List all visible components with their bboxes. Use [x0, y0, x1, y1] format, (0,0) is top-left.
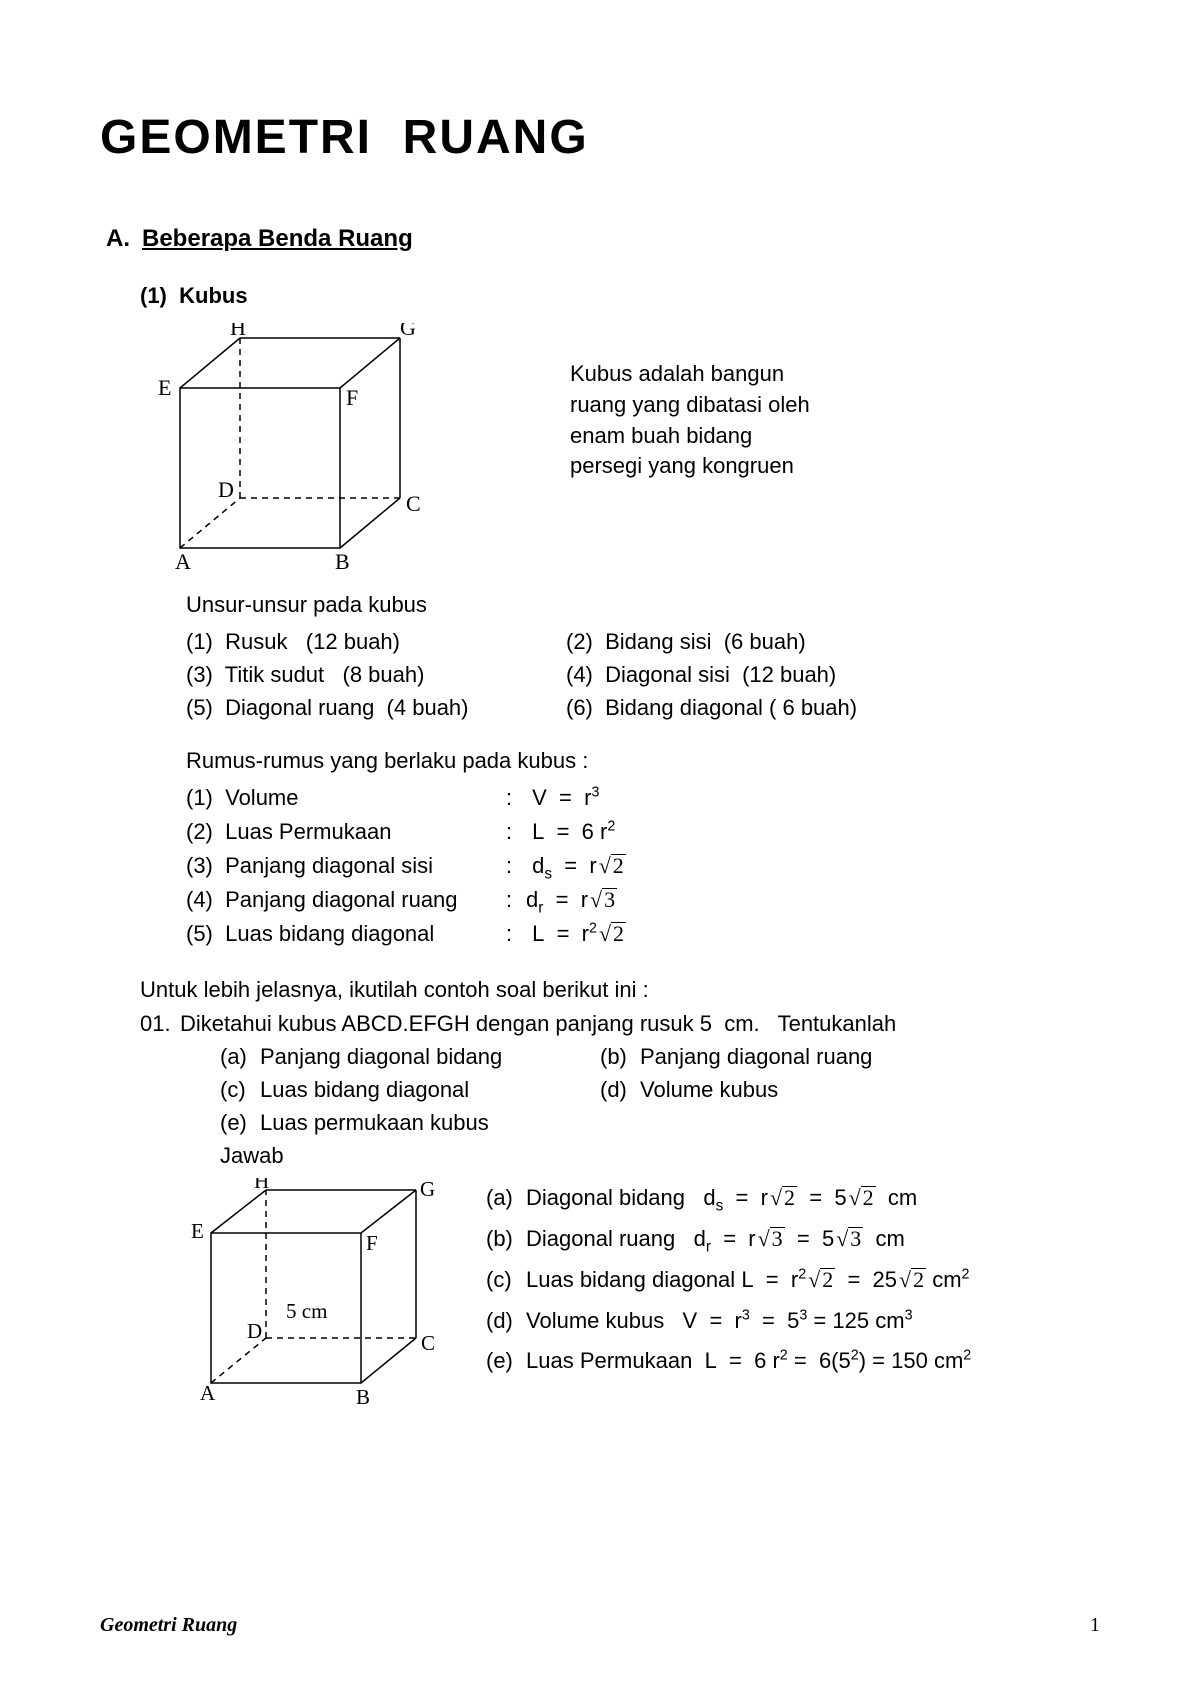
unsur-item: (5) Diagonal ruang (4 buah)	[186, 691, 566, 724]
rumus-row: (5) Luas bidang diagonal : L = r22	[186, 917, 1100, 951]
vertex-c: C	[421, 1331, 435, 1355]
vertex-a: A	[175, 549, 191, 573]
vertex-b: B	[356, 1385, 370, 1408]
cube-description: Kubus adalah bangun ruang yang dibatasi …	[460, 323, 820, 482]
answer-block: A B C D E F G H 5 cm (a) Diagonal bidang…	[176, 1178, 1100, 1413]
rumus-row: (4) Panjang diagonal ruang : dr = r3	[186, 883, 1100, 917]
unsur-title: Unsur-unsur pada kubus	[186, 588, 1100, 621]
vertex-g: G	[420, 1178, 435, 1201]
vertex-d: D	[247, 1319, 262, 1343]
cube-block: A B C D E F G H Kubus adalah bangun ruan…	[140, 323, 1100, 578]
answer-list: (a) Diagonal bidang ds = r2 = 52 cm (b) …	[486, 1178, 971, 1381]
rumus-label: (2) Luas Permukaan	[186, 815, 506, 849]
vertex-e: E	[191, 1219, 204, 1243]
page-title: GEOMETRI RUANG	[100, 110, 1100, 165]
vertex-b: B	[335, 549, 350, 573]
problem-text: Diketahui kubus ABCD.EFGH dengan panjang…	[180, 1011, 896, 1036]
vertex-c: C	[406, 491, 421, 516]
vertex-a: A	[200, 1381, 216, 1405]
vertex-h: H	[230, 323, 246, 340]
subsection-heading: (1) Kubus	[140, 283, 1100, 309]
rumus-label: (4) Panjang diagonal ruang	[186, 883, 506, 917]
vertex-f: F	[346, 385, 358, 410]
rumus-formula: dr = r3	[526, 883, 617, 917]
unsur-list: (1) Rusuk (12 buah) (2) Bidang sisi (6 b…	[186, 625, 1100, 724]
rumus-row: (3) Panjang diagonal sisi : ds = r2	[186, 849, 1100, 883]
rumus-label: (5) Luas bidang diagonal	[186, 917, 506, 951]
rumus-formula: L = r22	[526, 917, 626, 951]
vertex-f: F	[366, 1231, 378, 1255]
answer-d: (d) Volume kubus V = r3 = 53 = 125 cm3	[486, 1301, 971, 1342]
problem-01: 01.Diketahui kubus ABCD.EFGH dengan panj…	[140, 1007, 1100, 1172]
footer-page-number: 1	[1090, 1614, 1100, 1637]
problem-sub: (c)Luas bidang diagonal	[220, 1073, 600, 1106]
unsur-item: (4) Diagonal sisi (12 buah)	[566, 658, 1100, 691]
section-label: A.	[106, 225, 130, 253]
unsur-item: (1) Rusuk (12 buah)	[186, 625, 566, 658]
answer-e: (e) Luas Permukaan L = 6 r2 = 6(52) = 15…	[486, 1341, 971, 1382]
page-footer: Geometri Ruang 1	[100, 1614, 1100, 1637]
answer-cube-diagram: A B C D E F G H 5 cm	[176, 1178, 486, 1413]
cube-diagram: A B C D E F G H	[140, 323, 460, 578]
unsur-item: (2) Bidang sisi (6 buah)	[566, 625, 1100, 658]
rumus-row: (1) Volume : V = r3	[186, 781, 1100, 815]
rumus-label: (1) Volume	[186, 781, 506, 815]
rumus-row: (2) Luas Permukaan : L = 6 r2	[186, 815, 1100, 849]
rumus-formula: V = r3	[526, 781, 599, 815]
unsur-item: (6) Bidang diagonal ( 6 buah)	[566, 691, 1100, 724]
vertex-e: E	[158, 375, 171, 400]
lead-text: Untuk lebih jelasnya, ikutilah contoh so…	[140, 977, 1100, 1003]
problem-number: 01.	[140, 1007, 180, 1040]
rumus-formula: ds = r2	[526, 849, 626, 883]
answer-b: (b) Diagonal ruang dr = r3 = 53 cm	[486, 1219, 971, 1260]
answer-a: (a) Diagonal bidang ds = r2 = 52 cm	[486, 1178, 971, 1219]
unsur-item: (3) Titik sudut (8 buah)	[186, 658, 566, 691]
vertex-g: G	[400, 323, 416, 340]
problem-sub: (e)Luas permukaan kubus	[220, 1106, 600, 1139]
problem-sub: (b)Panjang diagonal ruang	[600, 1040, 1100, 1073]
rumus-title: Rumus-rumus yang berlaku pada kubus :	[186, 744, 1100, 777]
answer-c: (c) Luas bidang diagonal L = r22 = 252 c…	[486, 1260, 971, 1301]
rumus-formula: L = 6 r2	[526, 815, 615, 849]
jawab-label: Jawab	[220, 1139, 1100, 1172]
section-heading: A. Beberapa Benda Ruang	[106, 225, 1100, 253]
rumus-list: (1) Volume : V = r3 (2) Luas Permukaan :…	[186, 781, 1100, 951]
footer-title: Geometri Ruang	[100, 1614, 237, 1637]
vertex-h: H	[254, 1178, 269, 1193]
rumus-label: (3) Panjang diagonal sisi	[186, 849, 506, 883]
section-title: Beberapa Benda Ruang	[142, 225, 413, 253]
problem-sub: (a)Panjang diagonal bidang	[220, 1040, 600, 1073]
edge-label: 5 cm	[286, 1299, 327, 1323]
vertex-d: D	[218, 477, 234, 502]
problem-sub: (d)Volume kubus	[600, 1073, 1100, 1106]
